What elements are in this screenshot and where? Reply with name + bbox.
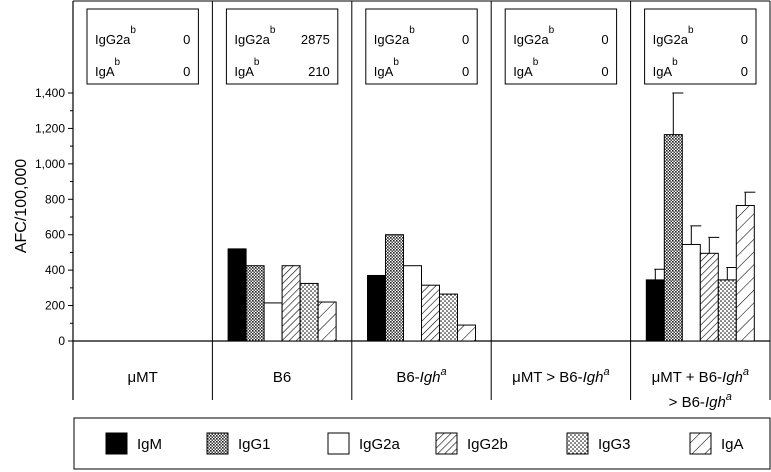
y-tick-label: 1,400	[35, 86, 65, 100]
bar-igg3	[439, 293, 458, 342]
legend: IgM IgG1 IgG2a IgG2b IgG3 IgA	[73, 417, 771, 470]
bar-igg2b	[421, 284, 440, 342]
group-labels: μMT B6 B6-Igha μMT > B6-Igha μMT + B6-Igha > …	[128, 366, 749, 411]
x-category-label: μMT + B6-Igha	[652, 366, 749, 386]
x-category-label: μMT	[128, 369, 158, 386]
legend-swatch-igg2b	[435, 432, 458, 455]
inset-box	[365, 8, 478, 85]
legend-label: IgM	[137, 436, 162, 453]
inset-row-value: 0	[462, 64, 469, 79]
x-category-label: B6	[273, 369, 291, 386]
legend-swatch-igm	[105, 432, 128, 455]
legend-swatch-igg3	[566, 432, 589, 455]
bar-igg2b	[699, 252, 719, 342]
inset-row-value: 2875	[301, 32, 330, 47]
bar-igg1	[385, 234, 404, 342]
inset-box	[504, 8, 618, 85]
inset-row-value: 0	[183, 32, 190, 47]
legend-swatch-iga	[689, 432, 712, 455]
legend-label: IgG2b	[467, 436, 508, 453]
bar-igg2a	[681, 243, 701, 342]
y-axis-label: AFC/100,000	[13, 159, 30, 253]
bar-igg2b	[281, 265, 301, 342]
y-tick-label: 800	[45, 192, 65, 206]
legend-label: IgG3	[598, 436, 631, 453]
legend-swatch-igg1	[206, 432, 229, 455]
bar-igg2a	[403, 265, 422, 342]
legend-box	[73, 417, 771, 470]
y-tick-label: 1,200	[35, 121, 65, 135]
y-tick-label: 0	[58, 334, 65, 348]
x-category-label: μMT > B6-Igha	[512, 366, 609, 386]
bar-iga	[317, 301, 337, 342]
inset-row-value: 210	[308, 64, 330, 79]
inset-boxes: IgG2ab0IgAb0IgG2ab2875IgAb210IgG2ab0IgAb…	[86, 8, 757, 85]
y-tick-label: 400	[45, 263, 65, 277]
bar-igm	[367, 274, 386, 342]
inset-box	[644, 8, 757, 85]
bar-igg1	[245, 265, 265, 342]
y-axis: 0 200 400 600 800 1,000 1,200 1,400	[35, 1, 74, 400]
legend-label: IgG1	[238, 436, 271, 453]
x-category-label: B6-Igha	[396, 366, 446, 386]
y-tick-label: 600	[45, 228, 65, 242]
y-tick-label: 200	[45, 299, 65, 313]
inset-row-value: 0	[741, 32, 748, 47]
bar-igg3	[299, 282, 319, 342]
bar-iga	[735, 204, 755, 342]
bar-igm	[227, 248, 247, 342]
bar-igg2a	[263, 302, 283, 342]
bar-igg1	[663, 134, 683, 342]
y-tick-label: 1,000	[35, 157, 65, 171]
inset-row-value: 0	[741, 64, 748, 79]
inset-row-value: 0	[601, 64, 608, 79]
inset-row-value: 0	[601, 32, 608, 47]
legend-label: IgA	[721, 436, 744, 453]
legend-swatch-igg2a	[327, 432, 350, 455]
legend-label: IgG2a	[359, 436, 401, 453]
bar-iga	[457, 324, 476, 342]
inset-box	[86, 8, 199, 85]
inset-box	[225, 8, 339, 85]
bar-igm	[645, 279, 665, 342]
bars	[227, 92, 756, 342]
x-category-label: > B6-Igha	[669, 391, 732, 411]
inset-row-value: 0	[183, 64, 190, 79]
inset-row-value: 0	[462, 32, 469, 47]
bar-igg3	[717, 279, 737, 342]
